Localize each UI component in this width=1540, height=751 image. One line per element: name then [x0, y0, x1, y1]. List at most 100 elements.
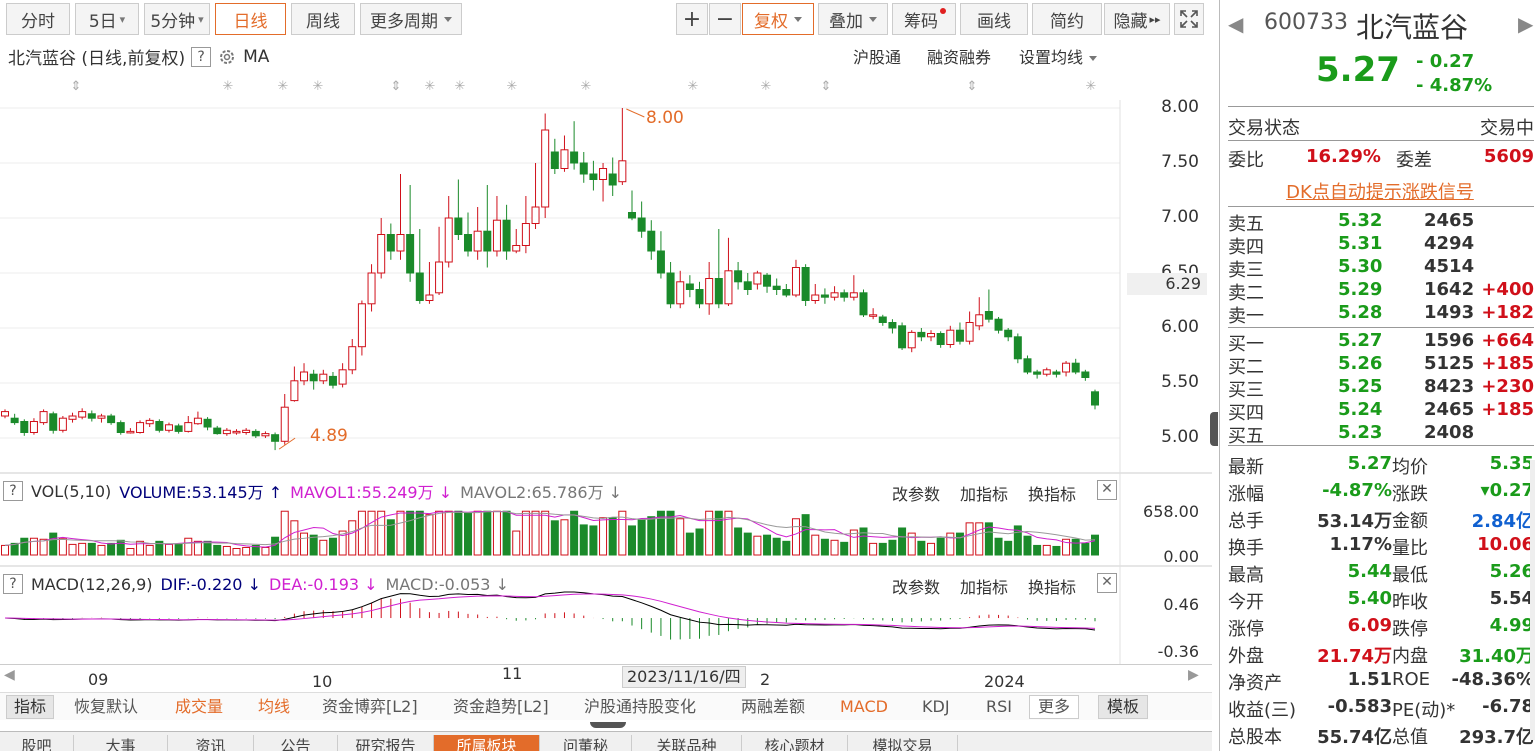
news-tab-guba[interactable]: 股吧: [0, 735, 74, 751]
macd-axis-max: 0.46: [1163, 595, 1199, 614]
tab-indicator[interactable]: 指标: [6, 695, 55, 719]
last-price: 5.27: [1316, 50, 1400, 90]
close-icon[interactable]: ✕: [1097, 480, 1117, 500]
scrollbar[interactable]: [1530, 460, 1535, 740]
vol-switch-indicator-button[interactable]: 换指标: [1028, 485, 1077, 504]
volume-bar: [647, 516, 656, 556]
macd-add-indicator-button[interactable]: 加指标: [960, 578, 1009, 597]
dk-signal-link[interactable]: DK点自动提示涨跌信号: [1286, 182, 1474, 203]
hide-button-label: 隐藏: [1113, 11, 1148, 32]
help-icon[interactable]: ?: [3, 574, 23, 594]
stat-label: 总手: [1228, 511, 1264, 532]
candle: [1052, 369, 1061, 378]
chip-button[interactable]: 筹码: [892, 3, 956, 35]
event-marker-icon[interactable]: ✳: [688, 79, 699, 94]
event-marker-icon[interactable]: ✳: [223, 79, 234, 94]
tab-fund-game[interactable]: 资金博弈[L2]: [322, 697, 418, 716]
volume-bar: [328, 537, 337, 556]
stat-value: 53.14万: [1317, 511, 1392, 532]
tab-rsi[interactable]: RSI: [986, 697, 1012, 716]
simple-mode-button[interactable]: 简约: [1032, 3, 1102, 35]
event-marker-icon[interactable]: ✳: [455, 79, 466, 94]
hide-button[interactable]: 隐藏 ▸▸: [1104, 3, 1170, 35]
vol-volume: VOLUME:53.145万 ↑: [119, 483, 283, 502]
candle: [917, 328, 926, 342]
tab-kdj[interactable]: KDJ: [922, 697, 950, 716]
tab-more[interactable]: 更多: [1029, 695, 1080, 719]
weicha-value: 5609: [1483, 146, 1534, 167]
close-icon[interactable]: ✕: [1097, 573, 1117, 593]
tab-hk-holding[interactable]: 沪股通持股变化: [584, 697, 697, 716]
orderbook-volume: 4294: [1424, 233, 1475, 254]
tab-5min[interactable]: 5分钟 ▾: [144, 3, 210, 35]
overlay-dropdown[interactable]: 叠加: [818, 3, 888, 35]
help-icon[interactable]: ?: [3, 481, 23, 501]
scroll-right-icon[interactable]: ▶: [1188, 667, 1199, 683]
tab-ma[interactable]: 均线: [258, 697, 291, 716]
event-marker-icon[interactable]: ⇕: [71, 79, 82, 94]
news-tab-sim-trade[interactable]: 模拟交易: [848, 735, 958, 751]
news-tab-announce[interactable]: 公告: [254, 735, 338, 751]
event-marker-icon[interactable]: ✳: [278, 79, 289, 94]
gear-icon[interactable]: [217, 47, 237, 67]
fuquan-dropdown[interactable]: 复权: [742, 3, 814, 35]
event-marker-icon[interactable]: ✳: [1086, 79, 1097, 94]
news-tab-ask-board[interactable]: 问董秘: [540, 735, 632, 751]
zoom-out-button[interactable]: −: [709, 3, 741, 35]
event-marker-icon[interactable]: ✳: [761, 79, 772, 94]
news-tab-research[interactable]: 研究报告: [338, 735, 434, 751]
volume-bar: [20, 537, 29, 556]
stat-label: 跌停: [1392, 619, 1428, 640]
news-tab-themes[interactable]: 核心题材: [742, 735, 848, 751]
vol-edit-params-button[interactable]: 改参数: [892, 485, 941, 504]
news-tab-related[interactable]: 关联品种: [632, 735, 742, 751]
event-marker-icon[interactable]: ⇕: [967, 79, 978, 94]
news-tab-events[interactable]: 大事: [74, 735, 168, 751]
tab-fenshi[interactable]: 分时: [6, 3, 70, 35]
next-stock-icon[interactable]: ▶: [1518, 12, 1534, 36]
prev-stock-icon[interactable]: ◀: [1228, 12, 1244, 36]
event-marker-icon[interactable]: ⇕: [391, 79, 402, 94]
candle: [348, 339, 357, 375]
event-marker-icon[interactable]: ✳: [581, 79, 592, 94]
shanghai-connect-link[interactable]: 沪股通: [853, 48, 902, 67]
event-marker-icon[interactable]: ✳: [507, 79, 518, 94]
collapse-handle[interactable]: [590, 722, 626, 728]
help-icon[interactable]: ?: [191, 46, 212, 67]
panel-collapse-handle[interactable]: [1210, 412, 1218, 446]
stat-value: 31.40万: [1459, 646, 1534, 667]
tab-template[interactable]: 模板: [1098, 695, 1149, 719]
tab-volume[interactable]: 成交量: [175, 697, 224, 716]
fullscreen-button[interactable]: [1174, 3, 1204, 35]
set-ma-dropdown[interactable]: 设置均线: [1019, 44, 1097, 68]
macd-edit-params-button[interactable]: 改参数: [892, 578, 941, 597]
ma-indicator-label[interactable]: MA: [243, 46, 270, 67]
candle: [232, 429, 241, 435]
macd-switch-indicator-button[interactable]: 换指标: [1028, 578, 1077, 597]
candle: [309, 369, 318, 390]
chart-header: 北汽蓝谷 (日线,前复权) ? MA: [8, 44, 269, 69]
scroll-left-icon[interactable]: ◀: [4, 667, 15, 683]
event-marker-icon[interactable]: ⇕: [821, 79, 832, 94]
zoom-in-button[interactable]: +: [676, 3, 708, 35]
tab-weekly[interactable]: 周线: [291, 3, 355, 35]
volume-bar: [1091, 534, 1099, 556]
news-tab-info[interactable]: 资讯: [168, 735, 254, 751]
tab-margin-diff[interactable]: 两融差额: [741, 697, 806, 716]
tab-daily[interactable]: 日线: [215, 3, 286, 35]
tab-5day[interactable]: 5日 ▾: [75, 3, 139, 35]
margin-trading-link[interactable]: 融资融券: [927, 48, 992, 67]
tab-fund-trend[interactable]: 资金趋势[L2]: [453, 697, 549, 716]
draw-line-button[interactable]: 画线: [960, 3, 1028, 35]
kline-chart[interactable]: ⇕ ✳ ✳ ✳ ⇕ ✳ ✳ ✳ ✳ ✳ ✳ ⇕ ⇕ ✳: [0, 70, 1212, 690]
event-marker-icon[interactable]: ✳: [425, 79, 436, 94]
tab-macd[interactable]: MACD: [840, 697, 888, 716]
volume-bar: [627, 525, 636, 556]
vol-add-indicator-button[interactable]: 加指标: [960, 485, 1009, 504]
tab-more-periods[interactable]: 更多周期: [360, 3, 462, 35]
tab-restore-default[interactable]: 恢复默认: [74, 697, 139, 716]
volume-bar: [406, 510, 415, 556]
candle: [97, 413, 106, 423]
event-marker-icon[interactable]: ✳: [313, 79, 324, 94]
news-tab-sector[interactable]: 所属板块: [434, 735, 540, 751]
